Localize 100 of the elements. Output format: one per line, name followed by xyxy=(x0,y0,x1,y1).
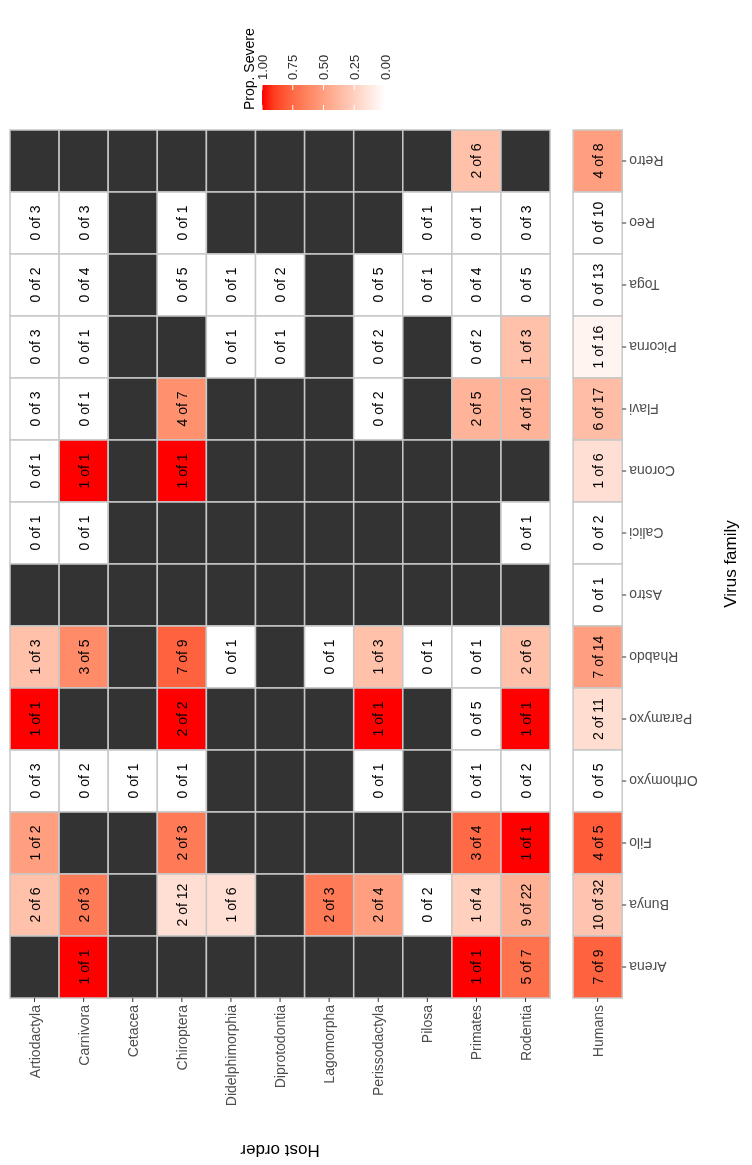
data-label: 0 of 2 xyxy=(75,763,92,799)
data-label: 1 of 1 xyxy=(75,949,92,985)
data-label: 0 of 3 xyxy=(26,763,43,799)
data-label: 0 of 1 xyxy=(468,205,485,241)
x-tick-label: Perissodactyla xyxy=(370,1004,387,1097)
x-tick-label: Chiroptera xyxy=(173,1004,190,1071)
y-tick-label: Calici xyxy=(629,525,664,541)
color-bar-label: 1.00 xyxy=(254,54,270,80)
y-tick-label: Bunya xyxy=(628,897,669,913)
data-label: 0 of 1 xyxy=(321,639,338,675)
y-tick-label: Corona xyxy=(628,463,676,479)
y-tick-label: Filo xyxy=(628,835,652,851)
data-label: 0 of 1 xyxy=(468,763,485,799)
data-label: 0 of 3 xyxy=(26,329,43,365)
data-label: 0 of 1 xyxy=(173,205,190,241)
data-label: 5 of 7 xyxy=(517,949,534,985)
data-label: 1 of 1 xyxy=(517,825,534,861)
data-label: 0 of 1 xyxy=(419,205,436,241)
y-tick-label: Arena xyxy=(628,959,667,975)
data-label: 0 of 5 xyxy=(517,267,534,303)
data-label: 2 of 6 xyxy=(517,639,534,675)
color-bar-label: 0.00 xyxy=(377,54,393,80)
data-label: 4 of 10 xyxy=(517,387,534,431)
data-label: 0 of 1 xyxy=(370,763,387,799)
data-label: 1 of 3 xyxy=(370,639,387,675)
data-label: 0 of 3 xyxy=(517,205,534,241)
y-tick-label: Reo xyxy=(628,215,655,231)
data-label: 6 of 17 xyxy=(589,387,606,431)
data-label: 0 of 13 xyxy=(589,263,606,307)
data-label: 0 of 2 xyxy=(517,763,534,799)
data-label: 1 of 6 xyxy=(589,453,606,489)
y-tick-label: Paramyxo xyxy=(629,711,693,727)
data-label: 0 of 5 xyxy=(589,763,606,799)
data-label: 0 of 10 xyxy=(589,201,606,245)
data-label: 2 of 2 xyxy=(173,701,190,737)
data-label: 0 of 4 xyxy=(75,267,92,303)
data-label: 1 of 1 xyxy=(173,453,190,489)
data-label: 0 of 1 xyxy=(75,329,92,365)
data-label: 0 of 1 xyxy=(517,515,534,551)
data-label: 1 of 3 xyxy=(517,329,534,365)
data-label: 0 of 3 xyxy=(26,205,43,241)
data-label: 3 of 5 xyxy=(75,639,92,675)
color-bar-label: 0.75 xyxy=(285,54,301,80)
data-label: 2 of 3 xyxy=(173,825,190,861)
x-axis-title: Host order xyxy=(240,1140,320,1160)
data-label: 1 of 1 xyxy=(370,701,387,737)
x-tick-label: Primates xyxy=(468,1005,485,1061)
data-label: 0 of 1 xyxy=(124,763,141,799)
data-label: 2 of 12 xyxy=(173,883,190,927)
y-tick-label: Astro xyxy=(629,587,662,603)
data-label: 0 of 2 xyxy=(26,267,43,303)
data-label: 2 of 6 xyxy=(468,143,485,179)
y-tick-label: Rhabdo xyxy=(628,649,679,665)
data-label: 1 of 4 xyxy=(468,887,485,923)
data-label: 1 of 3 xyxy=(26,639,43,675)
data-label: 0 of 4 xyxy=(468,267,485,303)
y-axis-title: Virus family xyxy=(720,519,740,608)
data-label: 4 of 5 xyxy=(589,825,606,861)
data-label: 0 of 2 xyxy=(272,267,289,303)
data-label: 7 of 9 xyxy=(173,639,190,675)
data-label: 2 of 3 xyxy=(75,887,92,923)
data-label: 0 of 1 xyxy=(222,267,239,303)
data-label: 1 of 1 xyxy=(75,453,92,489)
data-label: 9 of 22 xyxy=(517,883,534,927)
data-label: 2 of 11 xyxy=(589,697,606,740)
data-label: 0 of 3 xyxy=(26,391,43,427)
data-label: 2 of 3 xyxy=(321,887,338,923)
data-label: 2 of 5 xyxy=(468,391,485,427)
y-tick-label: Toga xyxy=(628,277,660,293)
data-label: 0 of 1 xyxy=(419,267,436,303)
x-tick-label: Humans xyxy=(589,1005,606,1058)
data-label: 0 of 2 xyxy=(370,391,387,427)
data-label: 7 of 9 xyxy=(589,949,606,985)
data-label: 0 of 3 xyxy=(75,205,92,241)
data-label: 0 of 1 xyxy=(419,639,436,675)
data-label: 1 of 1 xyxy=(26,701,43,737)
color-bar-label: 0.25 xyxy=(346,54,362,80)
x-tick-label: Rodentia xyxy=(517,1004,534,1062)
y-tick-label: Picorna xyxy=(628,339,677,355)
data-label: 0 of 2 xyxy=(468,329,485,365)
data-label: 0 of 5 xyxy=(173,267,190,303)
data-label: 0 of 1 xyxy=(222,329,239,365)
data-label: 4 of 7 xyxy=(173,391,190,427)
data-label: 2 of 4 xyxy=(370,887,387,923)
data-label: 0 of 5 xyxy=(370,267,387,303)
data-label: 4 of 8 xyxy=(589,143,606,179)
x-tick-label: Diprotodontia xyxy=(272,1004,289,1089)
data-label: 0 of 5 xyxy=(468,701,485,737)
x-tick-label: Didelphimorphia xyxy=(222,1004,239,1107)
data-label: 0 of 1 xyxy=(589,577,606,613)
data-label: 0 of 1 xyxy=(222,639,239,675)
data-label: 0 of 1 xyxy=(75,391,92,427)
data-label: 1 of 1 xyxy=(468,949,485,985)
color-bar-label: 0.50 xyxy=(316,54,331,80)
data-label: 0 of 2 xyxy=(589,515,606,551)
y-tick-label: Orthomyxo xyxy=(628,773,698,789)
data-label: 1 of 2 xyxy=(26,825,43,861)
data-label: 1 of 6 xyxy=(222,887,239,923)
data-label: 0 of 2 xyxy=(370,329,387,365)
x-tick-label: Artiodactyla xyxy=(26,1004,43,1079)
